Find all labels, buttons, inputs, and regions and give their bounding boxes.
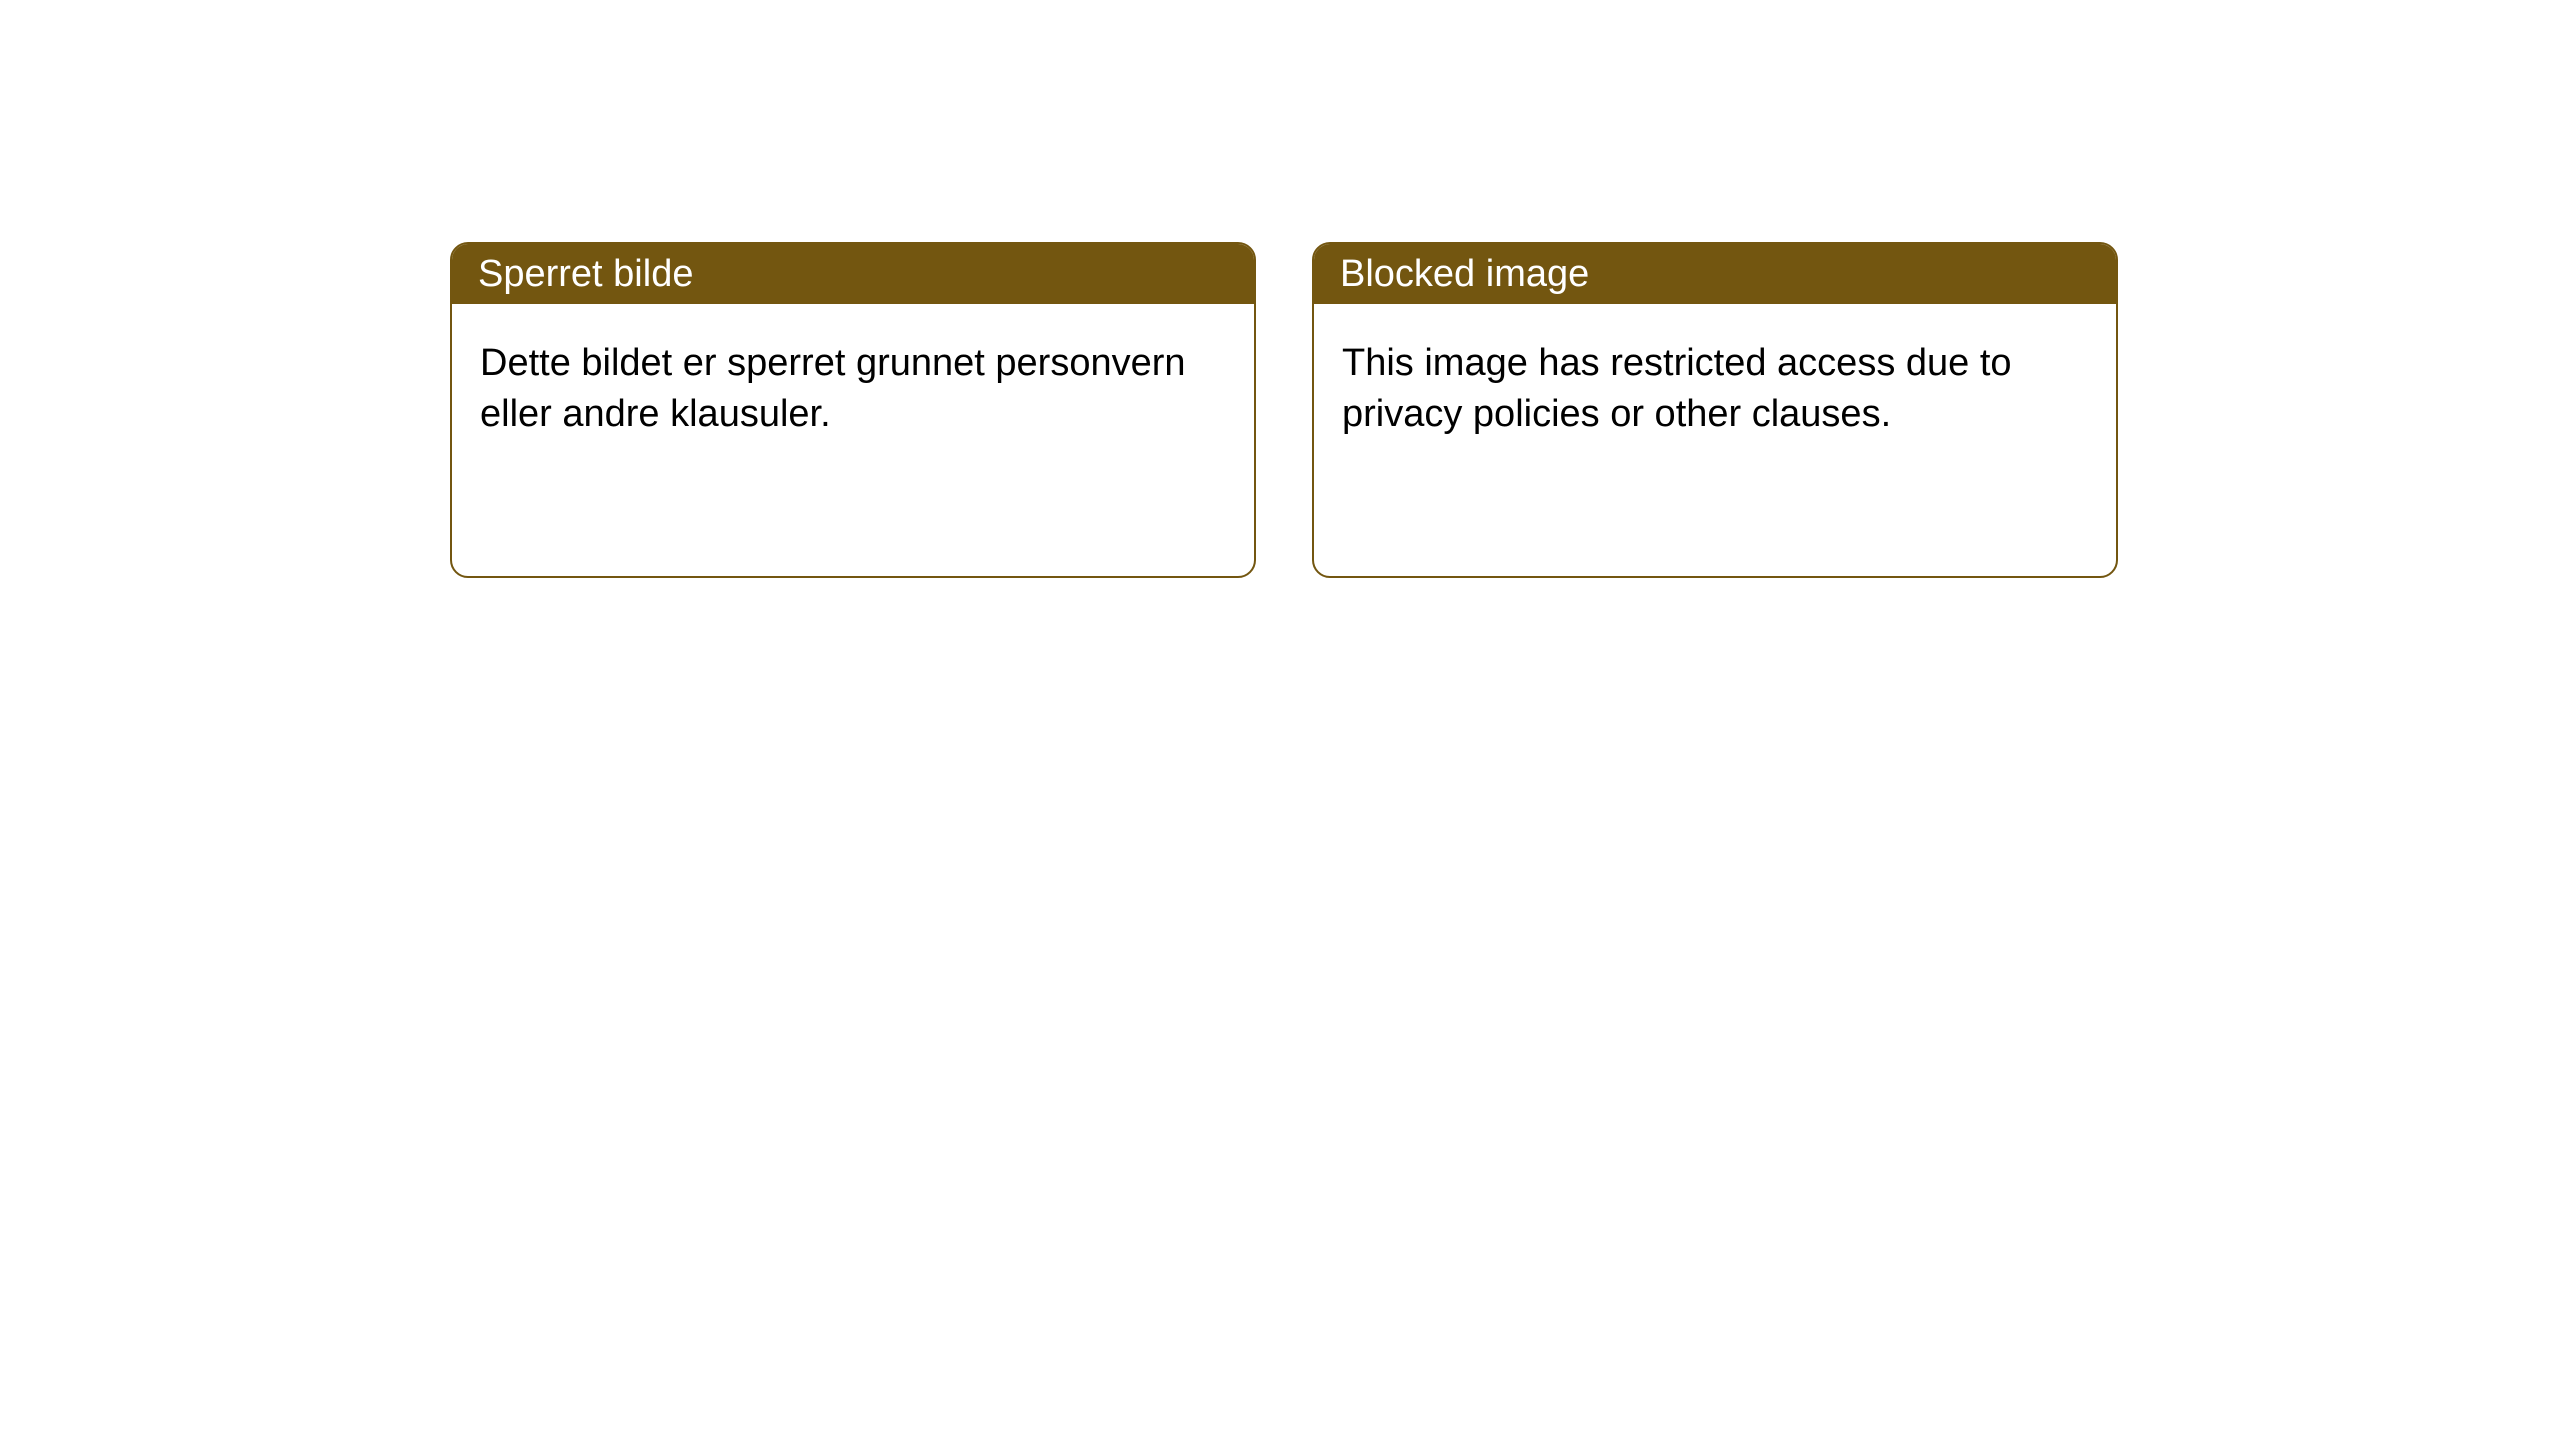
notice-body-norwegian: Dette bildet er sperret grunnet personve…	[452, 304, 1254, 475]
notice-title-english: Blocked image	[1340, 253, 1589, 296]
notice-title-norwegian: Sperret bilde	[478, 253, 693, 296]
notice-text-norwegian: Dette bildet er sperret grunnet personve…	[480, 342, 1186, 435]
notice-text-english: This image has restricted access due to …	[1342, 342, 2012, 435]
notice-container: Sperret bilde Dette bildet er sperret gr…	[450, 242, 2118, 578]
notice-header-norwegian: Sperret bilde	[452, 244, 1254, 304]
notice-body-english: This image has restricted access due to …	[1314, 304, 2116, 475]
notice-card-norwegian: Sperret bilde Dette bildet er sperret gr…	[450, 242, 1256, 578]
notice-header-english: Blocked image	[1314, 244, 2116, 304]
notice-card-english: Blocked image This image has restricted …	[1312, 242, 2118, 578]
